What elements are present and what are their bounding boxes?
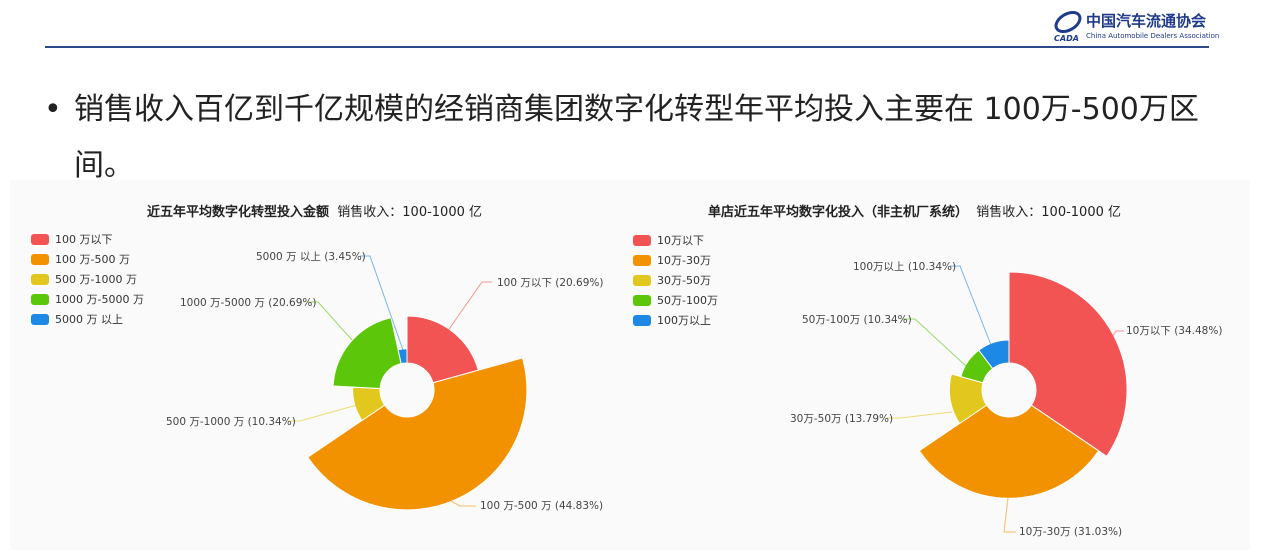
bullet-marker: • — [44, 92, 62, 127]
legend-label: 500 万-1000 万 — [55, 273, 137, 286]
legend-item[interactable]: 100万以上 — [633, 310, 718, 330]
label-leader-line — [1003, 497, 1016, 533]
slice-label: 10万以下 (34.48%) — [1126, 325, 1223, 337]
label-leader-line — [360, 255, 404, 351]
cada-logo: CADA 中国汽车流通协会 China Automobile Dealers A… — [1052, 8, 1219, 44]
slice-label: 5000 万 以上 (3.45%) — [256, 251, 366, 263]
legend-label: 1000 万-5000 万 — [55, 293, 144, 306]
label-leader-line — [446, 281, 492, 333]
legend-item[interactable]: 30万-50万 — [633, 270, 718, 290]
slice-label: 30万-50万 (13.79%) — [790, 413, 894, 425]
legend-label: 5000 万 以上 — [55, 313, 123, 326]
rose-slice[interactable] — [978, 339, 1010, 370]
legend-swatch — [31, 313, 49, 325]
logo-title: 中国汽车流通协会 — [1086, 12, 1207, 30]
legend-swatch — [633, 314, 651, 326]
legend-label: 10万以下 — [657, 234, 704, 247]
logo-emblem-icon: CADA — [1054, 11, 1082, 43]
chart1-title: 近五年平均数字化转型投入金额 销售收入：100-1000 亿 — [147, 205, 483, 220]
legend-swatch — [633, 274, 651, 286]
slice-label: 1000 万-5000 万 (20.69%) — [180, 297, 317, 309]
legend-item[interactable]: 500 万-1000 万 — [31, 269, 144, 289]
slice-label: 500 万-1000 万 (10.34%) — [166, 416, 296, 428]
legend-item[interactable]: 1000 万-5000 万 — [31, 289, 144, 309]
legend-swatch — [31, 253, 49, 265]
label-leader-line — [1109, 330, 1124, 341]
slice-label: 10万-30万 (31.03%) — [1019, 526, 1123, 538]
legend-label: 50万-100万 — [657, 294, 718, 307]
slice-label: 100 万以下 (20.69%) — [497, 277, 604, 289]
bullet-point: • 销售收入百亿到千亿规模的经销商集团数字化转型年平均投入主要在 100万-50… — [44, 82, 1214, 194]
legend-item[interactable]: 5000 万 以上 — [31, 309, 144, 329]
legend-item[interactable]: 10万以下 — [633, 230, 718, 250]
header-divider — [45, 46, 1209, 48]
legend-swatch — [31, 233, 49, 245]
legend-item[interactable]: 100 万-500 万 — [31, 249, 144, 269]
legend-label: 30万-50万 — [657, 274, 711, 287]
rose-slice[interactable] — [948, 373, 988, 425]
label-leader-line — [903, 318, 967, 367]
logo-subtitle: China Automobile Dealers Association — [1086, 32, 1220, 40]
svg-text:CADA: CADA — [1054, 34, 1079, 43]
legend-swatch — [31, 293, 49, 305]
slice-label: 100万以上 (10.34%) — [853, 261, 957, 273]
chart2-legend: 10万以下 10万-30万 30万-50万 50万-100万 100万以上 — [633, 230, 718, 330]
label-leader-line — [950, 265, 992, 346]
label-leader-line — [886, 411, 953, 419]
legend-item[interactable]: 100 万以下 — [31, 229, 144, 249]
rose-slice[interactable] — [918, 404, 1100, 499]
legend-swatch — [31, 273, 49, 285]
legend-item[interactable]: 10万-30万 — [633, 250, 718, 270]
label-leader-line — [288, 402, 365, 422]
rose-slice[interactable] — [406, 315, 479, 384]
bullet-text: 销售收入百亿到千亿规模的经销商集团数字化转型年平均投入主要在 100万-500万… — [74, 92, 1199, 183]
legend-swatch — [633, 294, 651, 306]
rose-slice[interactable] — [397, 348, 408, 365]
legend-label: 100 万以下 — [55, 233, 113, 246]
label-leader-line — [308, 301, 353, 341]
chart2-title: 单店近五年平均数字化投入（非主机厂系统） 销售收入：100-1000 亿 — [708, 205, 1122, 220]
slice-label: 100 万-500 万 (44.83%) — [480, 500, 604, 512]
legend-label: 100万以上 — [657, 314, 711, 327]
rose-slice[interactable] — [307, 357, 528, 511]
label-leader-line — [439, 494, 476, 507]
rose-slice[interactable] — [1008, 271, 1128, 457]
legend-label: 100 万-500 万 — [55, 253, 130, 266]
rose-slice[interactable] — [332, 317, 402, 390]
legend-swatch — [633, 234, 651, 246]
chart1-legend: 100 万以下 100 万-500 万 500 万-1000 万 1000 万-500… — [31, 229, 144, 329]
legend-label: 10万-30万 — [657, 254, 711, 267]
legend-swatch — [633, 254, 651, 266]
slice-label: 50万-100万 (10.34%) — [802, 314, 912, 326]
legend-item[interactable]: 50万-100万 — [633, 290, 718, 310]
